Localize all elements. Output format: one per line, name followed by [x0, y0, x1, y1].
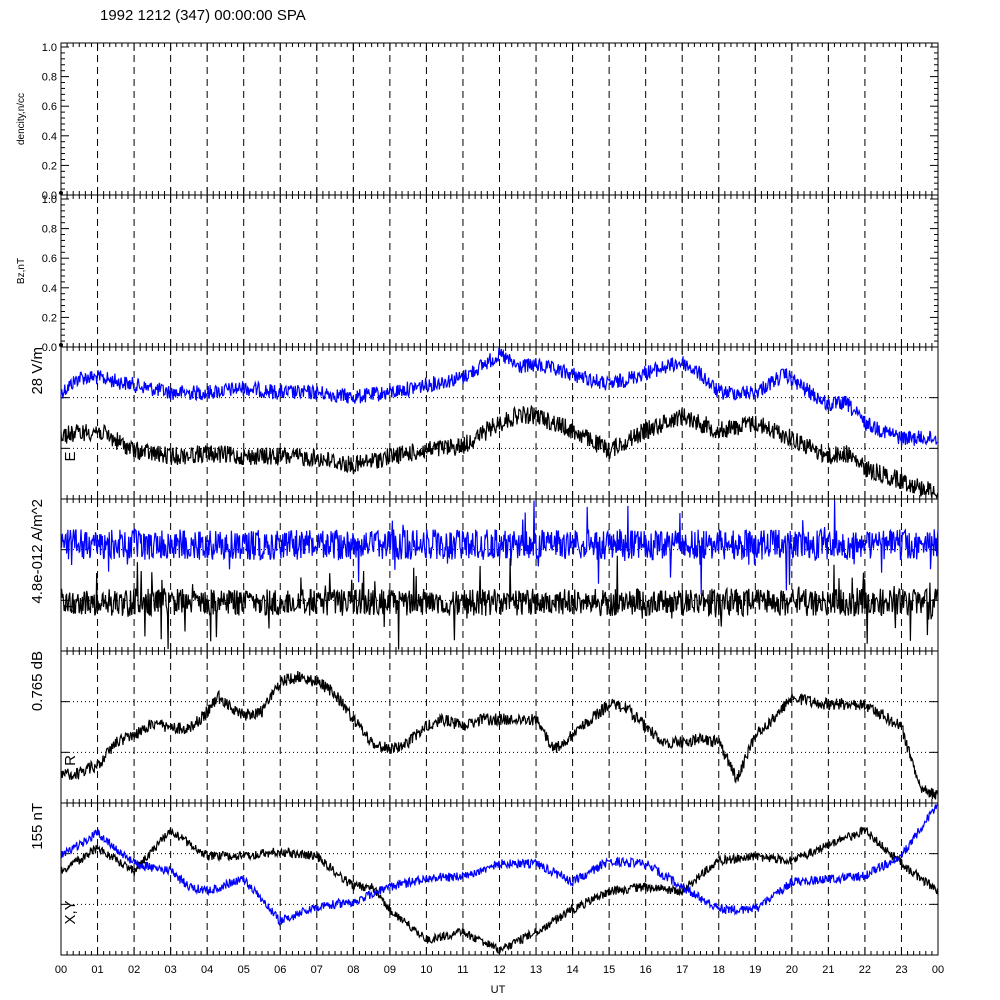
- x-tick-label: 14: [566, 964, 578, 976]
- x-tick-label: 08: [347, 964, 359, 976]
- x-tick-label: 07: [311, 964, 323, 976]
- scale-label: 155 nT: [29, 803, 46, 850]
- y-tick-label: 0.2: [42, 160, 57, 172]
- y-tick-label: 0.2: [42, 312, 57, 324]
- x-tick-label: 02: [128, 964, 140, 976]
- x-tick-label: 17: [676, 964, 688, 976]
- x-tick-label: 03: [165, 964, 177, 976]
- panel-current: 4.8e-012 A/m^2J: [29, 498, 939, 652]
- series-label: X,Y: [62, 900, 79, 924]
- x-tick-label: 13: [530, 964, 542, 976]
- panel-r: 0.765 dB R: [29, 650, 939, 804]
- series-trace-black: [60, 826, 939, 954]
- y-tick-label: 0.8: [42, 224, 57, 236]
- series-label: E: [62, 451, 79, 461]
- panels-group: 0.00.20.40.60.81.0dencity,n/cc0.00.20.40…: [16, 42, 944, 976]
- panel-bz: 0.0 0.2 0.4 0.6 0.8 1.0 Bz,nT: [16, 194, 939, 354]
- series-trace-blue: [60, 803, 938, 927]
- x-tick-label: 09: [384, 964, 396, 976]
- y-tick-label: 0.6: [42, 101, 57, 113]
- x-tick-label: 16: [640, 964, 652, 976]
- series-trace-black: [60, 555, 939, 650]
- x-tick-label: 19: [749, 964, 761, 976]
- x-tick-label: 15: [603, 964, 615, 976]
- panel-e-field: 28 V/m E: [29, 346, 939, 500]
- panel-xy: 155 nT X,Y: [29, 802, 939, 956]
- scale-label: 4.8e-012 A/m^2: [29, 499, 46, 604]
- scale-label: 28 V/m: [29, 347, 46, 395]
- x-tick-label: 10: [420, 964, 432, 976]
- x-tick-label: 11: [457, 964, 468, 976]
- x-tick-label: 23: [895, 964, 907, 976]
- y-tick-label: 0.0: [42, 342, 57, 354]
- series-label: R: [62, 755, 79, 766]
- origin-marker: [59, 343, 63, 347]
- y-tick-label: 1.0: [42, 194, 57, 206]
- y-tick-label: 1.0: [42, 42, 57, 54]
- series-trace-blue: [60, 347, 939, 446]
- series-trace-blue: [60, 500, 939, 595]
- y-tick-label: 0.0: [42, 190, 57, 202]
- y-axis-label: Bz,nT: [16, 258, 27, 284]
- x-tick-label: 12: [493, 964, 505, 976]
- x-tick-label: 05: [238, 964, 250, 976]
- x-tick-label: 00: [55, 964, 67, 976]
- origin-marker: [59, 191, 63, 195]
- y-axis-label: dencity,n/cc: [16, 93, 27, 145]
- chart-title: 1992 1212 (347) 00:00:00 SPA: [100, 7, 306, 24]
- x-tick-label: 20: [786, 964, 798, 976]
- x-tick-label: 04: [201, 964, 213, 976]
- x-tick-label: 21: [822, 964, 834, 976]
- x-tick-label: 00: [932, 964, 944, 976]
- series-trace-black: [60, 671, 939, 800]
- y-tick-label: 0.8: [42, 72, 57, 84]
- y-tick-label: 0.6: [42, 253, 57, 265]
- y-tick-label: 0.4: [42, 131, 57, 143]
- panel-density: 0.0 0.2 0.4 0.6 0.8 1.0 dencity,n/cc: [16, 42, 939, 202]
- x-tick-label: 22: [859, 964, 871, 976]
- x-tick-label: 06: [274, 964, 286, 976]
- x-tick-label: 18: [713, 964, 725, 976]
- x-axis-label: UT: [491, 984, 506, 996]
- scale-label: 0.765 dB: [29, 651, 46, 711]
- x-tick-label: 01: [91, 964, 103, 976]
- y-tick-label: 0.4: [42, 283, 57, 295]
- series-trace-black: [60, 404, 939, 500]
